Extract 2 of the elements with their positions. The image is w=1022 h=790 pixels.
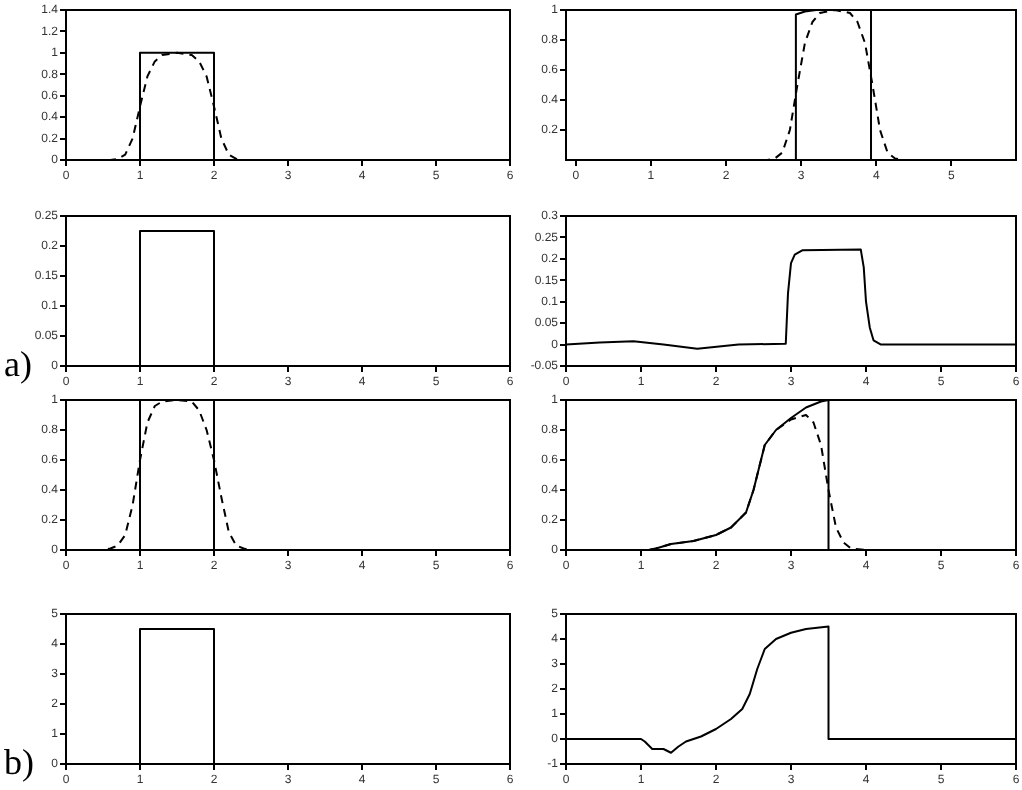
text: b)	[4, 742, 34, 784]
text: a)	[4, 344, 32, 386]
